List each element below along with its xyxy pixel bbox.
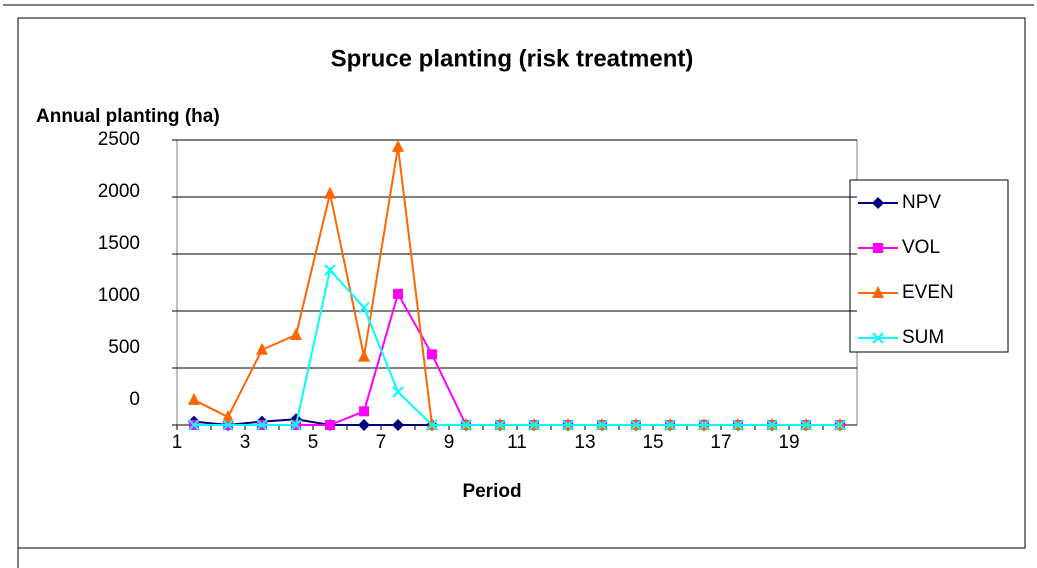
marker — [392, 386, 404, 398]
marker — [290, 327, 302, 340]
marker — [562, 419, 574, 431]
x-tick-label: 7 — [376, 432, 387, 453]
marker — [630, 419, 642, 431]
marker — [324, 264, 336, 276]
x-tick-label: 13 — [574, 432, 595, 453]
marker — [325, 420, 335, 430]
y-tick-label: 2000 — [98, 181, 140, 202]
marker — [872, 332, 884, 344]
marker — [256, 419, 268, 431]
marker — [290, 419, 302, 431]
x-tick-label: 5 — [308, 432, 319, 453]
marker — [392, 139, 404, 152]
x-tick-label: 3 — [240, 432, 251, 453]
marker — [596, 419, 608, 431]
marker — [358, 419, 370, 431]
marker — [872, 197, 884, 209]
marker — [324, 186, 336, 199]
marker — [359, 406, 369, 417]
marker — [188, 392, 200, 405]
x-tick-label: 15 — [642, 432, 663, 453]
marker — [834, 419, 846, 431]
y-axis-title: Annual planting (ha) — [36, 106, 220, 127]
legend-label: VOL — [902, 237, 940, 258]
y-tick-label: 0 — [129, 389, 140, 410]
marker — [358, 301, 370, 314]
chart-title: Spruce planting (risk treatment) — [331, 45, 694, 72]
marker — [732, 419, 744, 431]
legend — [849, 179, 1009, 353]
marker — [256, 342, 268, 355]
x-tick-label: 9 — [444, 432, 455, 453]
marker — [222, 410, 234, 423]
x-tick-label: 19 — [778, 432, 799, 453]
y-tick-label: 1500 — [98, 233, 140, 254]
legend-label: SUM — [902, 327, 944, 348]
x-tick-label: 11 — [507, 432, 527, 453]
legend-label: EVEN — [902, 282, 954, 303]
marker — [698, 419, 710, 431]
series-line — [194, 267, 840, 426]
marker — [460, 419, 472, 431]
marker — [800, 419, 812, 431]
marker — [188, 419, 200, 431]
chart-border — [17, 17, 1026, 549]
y-tick-label: 2500 — [98, 129, 140, 150]
marker — [873, 243, 883, 253]
plot-area — [176, 139, 858, 426]
marker — [494, 419, 506, 431]
marker — [426, 419, 438, 431]
marker — [872, 286, 884, 298]
marker — [766, 419, 778, 431]
x-tick-label: 17 — [710, 432, 731, 453]
marker — [664, 419, 676, 431]
marker — [427, 349, 437, 360]
marker — [393, 288, 403, 299]
marker — [528, 419, 540, 431]
x-axis-title: Period — [462, 481, 521, 502]
y-tick-label: 500 — [108, 337, 140, 358]
x-tick-label: 1 — [172, 432, 183, 453]
legend-label: NPV — [902, 192, 941, 213]
marker — [392, 419, 404, 431]
y-tick-label: 1000 — [98, 285, 140, 306]
marker — [222, 419, 234, 431]
marker — [358, 349, 370, 362]
